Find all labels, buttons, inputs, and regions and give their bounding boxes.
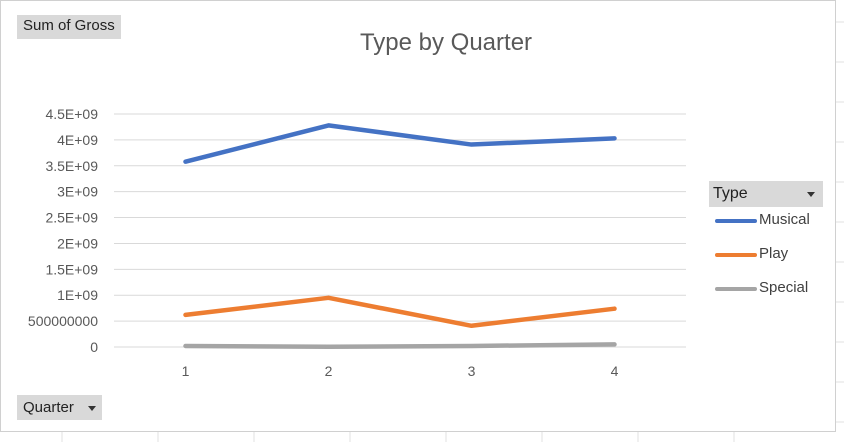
legend-item-musical: Musical — [709, 211, 823, 245]
dropdown-arrow-icon — [88, 405, 97, 411]
legend-label-special: Special — [759, 279, 809, 296]
value-field-button[interactable]: Sum of Gross — [17, 15, 121, 39]
legend-label-musical: Musical — [759, 211, 810, 228]
y-tick-label: 4.5E+09 — [45, 106, 98, 122]
y-tick-label: 1E+09 — [57, 287, 98, 303]
value-field-label: Sum of Gross — [23, 17, 115, 34]
axis-field-label: Quarter — [23, 399, 74, 416]
y-tick-label: 3.5E+09 — [45, 158, 98, 174]
y-tick-label: 2E+09 — [57, 235, 98, 251]
legend-title: Type — [713, 185, 748, 202]
legend-label-play: Play — [759, 245, 789, 262]
series-line-special[interactable] — [183, 342, 617, 349]
legend-swatch-special — [715, 287, 757, 291]
legend: Type Musical Play Special — [709, 181, 823, 313]
y-tick-label: 1.5E+09 — [45, 261, 98, 277]
legend-item-play: Play — [709, 245, 823, 279]
series-line-musical[interactable] — [183, 123, 617, 164]
x-tick-label: 1 — [182, 363, 190, 379]
y-tick-label: 4E+09 — [57, 132, 98, 148]
axis-field-button[interactable]: Quarter — [17, 395, 103, 420]
x-tick-label: 2 — [325, 363, 333, 379]
x-tick-label: 3 — [468, 363, 476, 379]
legend-item-special: Special — [709, 279, 823, 313]
y-tick-label: 3E+09 — [57, 184, 98, 200]
legend-swatch-play — [715, 253, 757, 257]
legend-swatch-musical — [715, 219, 757, 223]
plot-area: 0 500000000 1E+09 1.5E+09 2E+09 2.5E+09 3E+09 3… — [28, 106, 686, 379]
chart-area[interactable]: Sum of Gross Type by Quarter 0 500000000 1… — [0, 0, 836, 432]
x-tick-label: 4 — [611, 363, 619, 379]
y-tick-label: 500000000 — [28, 313, 98, 329]
y-tick-label: 0 — [90, 339, 98, 355]
series-line-play[interactable] — [183, 295, 617, 329]
legend-filter-button[interactable]: Type — [709, 181, 823, 207]
y-tick-label: 2.5E+09 — [45, 210, 98, 226]
dropdown-arrow-icon — [807, 192, 815, 197]
chart-title: Type by Quarter — [359, 29, 533, 56]
